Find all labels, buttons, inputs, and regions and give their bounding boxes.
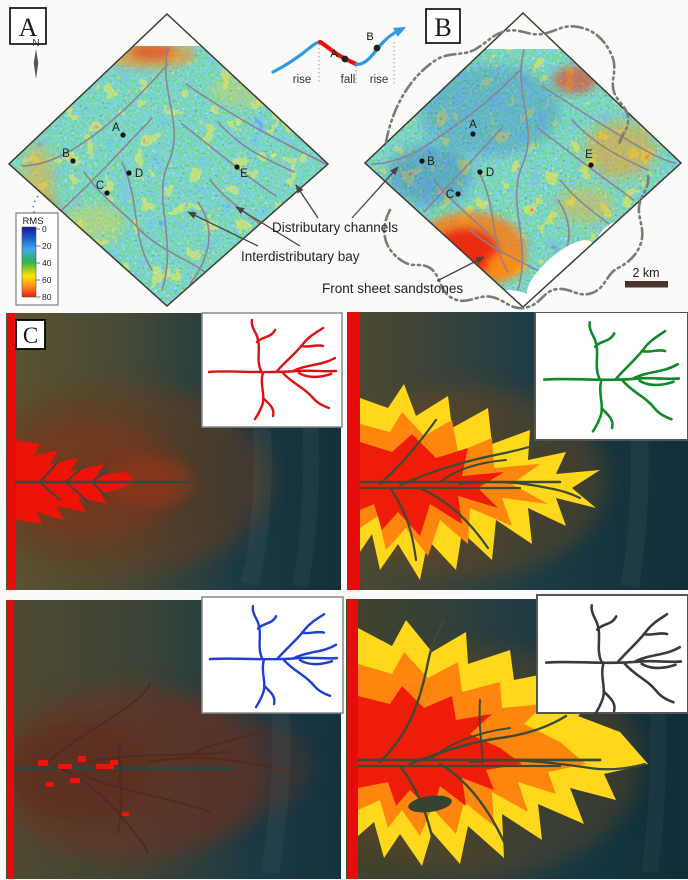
dashdot-outline-b — [383, 25, 650, 310]
simulation-bottomleft — [6, 596, 344, 879]
panel-a-map: A B C D E A N RMS 0 20 40 — [7, 7, 330, 308]
label-front-sheet-sandstones: Front sheet sandstones — [322, 281, 463, 296]
scale-bar: 2 km — [625, 266, 668, 288]
scale-bar-rect — [625, 281, 668, 288]
simulation-topright — [347, 312, 688, 590]
panel-a-label-box — [9, 7, 47, 45]
well-d-label: D — [135, 168, 143, 180]
simulation-bottomright — [346, 594, 688, 879]
panel-c-label-box — [15, 319, 46, 350]
well-e-label-b: E — [585, 149, 593, 161]
panel-a-diamond-outline — [7, 12, 330, 308]
arrow-distributary-b — [351, 166, 399, 219]
sea-level-curve: A B rise fall rise — [271, 26, 407, 86]
faint-channels-bottomleft — [38, 682, 292, 854]
well-c-label: C — [96, 180, 104, 192]
panel-a-label: A — [19, 13, 38, 42]
channel-traces-b — [371, 49, 677, 291]
curve-rise1-segment — [271, 40, 322, 74]
legend-colorbar — [21, 226, 37, 298]
panel-b-label: B — [434, 13, 451, 42]
arrow-distributary-a — [295, 184, 319, 219]
curve-point-a-label: A — [330, 48, 338, 60]
legend-tick-60: 60 — [42, 275, 52, 285]
well-a-label: A — [112, 122, 120, 134]
well-e-label: E — [240, 168, 248, 180]
curve-rise2-label: rise — [370, 74, 389, 86]
inflow-strip-bottomright — [347, 599, 358, 879]
simulation-topleft: C — [6, 312, 343, 590]
curve-point-a-dot — [341, 55, 349, 63]
north-label: N — [32, 38, 39, 49]
label-interdistributary-bay: Interdistributary bay — [241, 249, 360, 264]
arrow-interdistributary-2 — [235, 206, 301, 247]
well-d-label-b: D — [486, 167, 494, 179]
legend-tick-20: 20 — [42, 241, 52, 251]
panel-c-label: C — [23, 323, 38, 348]
curve-fall-label: fall — [341, 74, 356, 86]
legend-tick-80: 80 — [42, 292, 52, 302]
seismic-maps-svg: A B C D E A N RMS 0 20 40 — [7, 7, 683, 310]
legend-title: RMS — [22, 216, 43, 227]
panel-b-label-box — [425, 8, 461, 44]
delta-bottomright-core — [358, 686, 522, 812]
north-needle-icon — [33, 49, 39, 79]
delta-topright-core — [360, 434, 504, 536]
inflow-strip-topright — [348, 312, 360, 590]
inflow-strip-bottomleft — [7, 600, 14, 879]
curve-point-b-label: B — [366, 31, 373, 43]
rms-legend: RMS 0 20 40 60 80 — [15, 212, 59, 306]
scale-bar-label: 2 km — [632, 266, 659, 280]
well-c-label-b: C — [446, 189, 454, 201]
wells-panel-b: A B C D E — [419, 119, 594, 201]
annotations: Distributary channels Interdistributary … — [187, 166, 485, 296]
curve-rise1-label: rise — [293, 74, 312, 86]
well-b-label-b: B — [427, 156, 435, 168]
simulation-panel-svg: C — [6, 312, 688, 879]
well-b-label: B — [62, 148, 70, 160]
red-specks-bottomleft — [38, 756, 129, 816]
north-arrow: N — [32, 38, 40, 79]
curve-point-b-dot — [373, 44, 381, 52]
map-a-top-margin — [9, 14, 328, 46]
channel-traces-a — [21, 47, 327, 291]
wells-panel-a: A B C D E — [62, 122, 248, 196]
label-distributary-channels: Distributary channels — [272, 220, 398, 235]
well-a-label-b: A — [469, 119, 477, 131]
inflow-strip-topleft — [7, 313, 15, 590]
arrow-front-sheet — [436, 256, 485, 282]
legend-tick-0: 0 — [42, 224, 47, 234]
curve-fall-segment — [317, 39, 359, 67]
legend-tick-40: 40 — [42, 258, 52, 268]
arrow-interdistributary-1 — [187, 211, 259, 247]
